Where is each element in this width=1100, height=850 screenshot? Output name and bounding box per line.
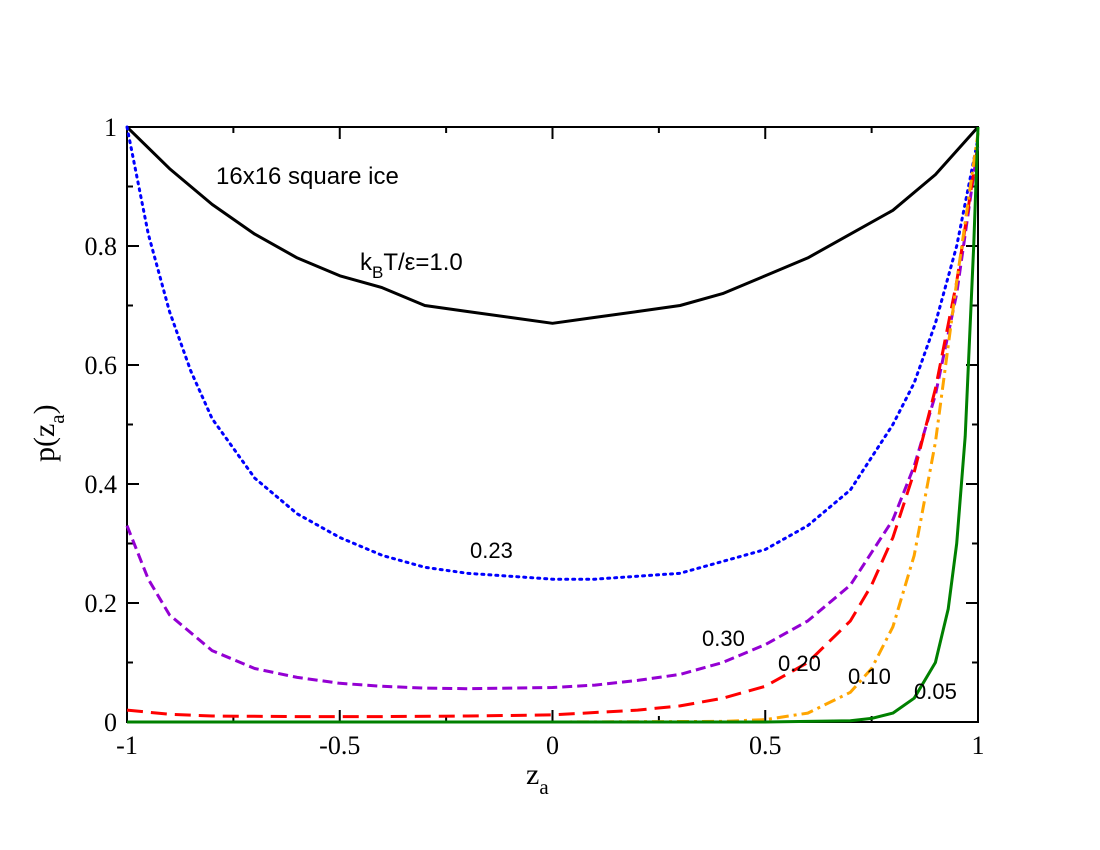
- y-tick-label: 0.4: [85, 470, 118, 499]
- temperature-label-pre: k: [360, 249, 373, 276]
- curve-label-010: 0.10: [848, 664, 891, 689]
- y-axis-title-close: ): [28, 404, 61, 414]
- y-tick-label: 0: [104, 708, 117, 737]
- x-tick-label: 0.5: [749, 731, 782, 760]
- x-axis-title-main: z: [526, 758, 539, 791]
- x-axis-title: za: [526, 758, 549, 799]
- x-tick-label: 0: [546, 731, 559, 760]
- chart-annotation-title: 16x16 square ice: [216, 163, 399, 190]
- x-axis-title-sub: a: [539, 775, 549, 799]
- temperature-label-post: T/ε=1.0: [383, 249, 462, 276]
- curve-label-023: 0.23: [470, 538, 513, 563]
- x-tick-label: -1: [116, 731, 138, 760]
- plot-frame: [126, 126, 979, 723]
- y-tick-label: 0.2: [85, 589, 118, 618]
- y-tick-label: 0.8: [85, 232, 118, 261]
- curve-label-005: 0.05: [914, 679, 957, 704]
- y-axis-title-main: p(z: [28, 424, 61, 462]
- series-line-023: [125, 125, 980, 581]
- x-tick-label: 1: [972, 731, 985, 760]
- series-line-010: [127, 132, 980, 724]
- y-tick-label: 0.6: [85, 351, 118, 380]
- y-axis-title: p(za): [28, 404, 69, 462]
- series-line-005: [127, 126, 980, 724]
- x-tick-label: -0.5: [319, 731, 360, 760]
- series-line-020: [126, 144, 980, 719]
- series-layer: [125, 125, 980, 724]
- curve-label-020: 0.20: [778, 651, 821, 676]
- temperature-label-sub: B: [372, 263, 383, 282]
- y-axis-title-sub: a: [45, 414, 69, 424]
- series-line-030: [125, 144, 980, 691]
- axis-ticks: -1 -0.5 0 0.5 1 0 0.2 0.4 0.6 0.8 1: [85, 113, 985, 760]
- curve-label-030: 0.30: [702, 626, 745, 651]
- series-line-10: [125, 125, 980, 325]
- y-tick-label: 1: [104, 113, 117, 142]
- temperature-label: kBT/ε=1.0: [360, 249, 463, 282]
